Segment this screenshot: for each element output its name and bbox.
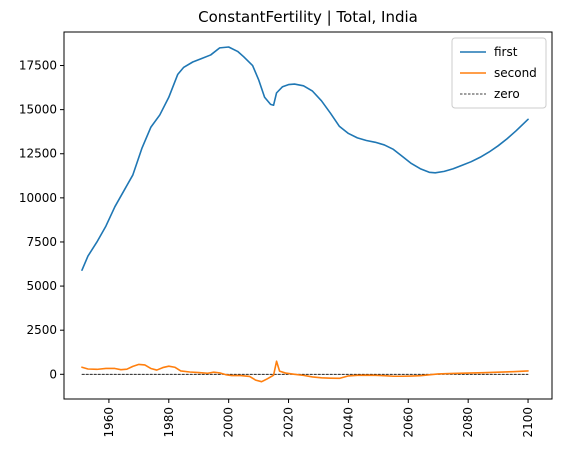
y-tick-label: 2500 <box>26 323 57 337</box>
legend-label-first: first <box>494 45 518 59</box>
y-tick-label: 15000 <box>19 103 57 117</box>
x-tick-label: 2100 <box>521 407 535 438</box>
legend-label-second: second <box>494 66 537 80</box>
axes: 1960 1980 2000 2020 2040 2060 2080 2100 0 2500 500… <box>19 31 553 438</box>
x-tick-label: 2080 <box>461 407 475 438</box>
series-line-first <box>81 46 529 271</box>
x-tick-label: 2060 <box>401 407 415 438</box>
y-tick-label: 5000 <box>26 279 57 293</box>
y-tick-label: 0 <box>49 367 57 381</box>
legend-box <box>451 37 547 109</box>
x-tick-label: 2040 <box>341 407 355 438</box>
x-tick-label: 2000 <box>222 407 236 438</box>
x-tick-label: 1980 <box>162 407 176 438</box>
x-tick-label: 2020 <box>282 407 296 438</box>
y-tick-label: 17500 <box>19 59 57 73</box>
y-tick-label: 12500 <box>19 147 57 161</box>
y-tick-label: 10000 <box>19 191 57 205</box>
y-tick-label: 7500 <box>26 235 57 249</box>
legend-label-zero: zero <box>494 87 520 101</box>
x-tick-label: 1960 <box>102 407 116 438</box>
chart-title: ConstantFertility | Total, India <box>198 8 418 26</box>
axes-frame <box>63 31 553 400</box>
series-line-second <box>81 360 529 383</box>
plot-area <box>81 46 529 383</box>
legend: first second zero <box>451 37 547 109</box>
